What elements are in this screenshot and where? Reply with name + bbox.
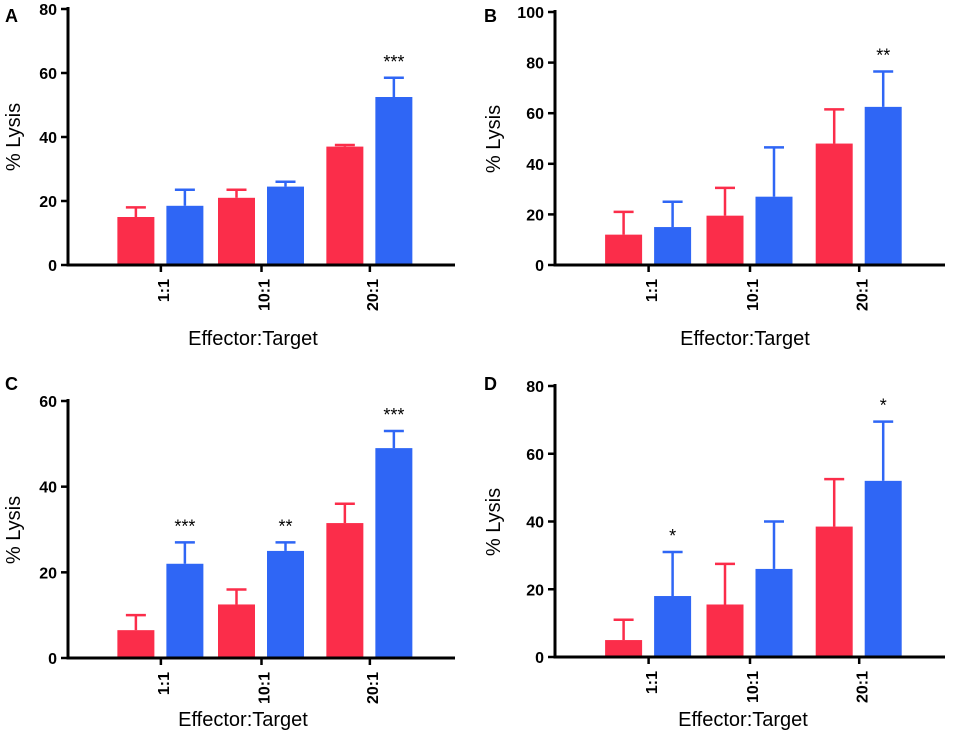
y-tick-label: 20 bbox=[526, 207, 544, 224]
bar-20-1-series-1 bbox=[326, 523, 364, 658]
x-axis-title: Effector:Target bbox=[188, 328, 318, 350]
significance-marker: *** bbox=[383, 52, 404, 72]
x-axis-title: Effector:Target bbox=[178, 709, 308, 731]
y-tick-label: 80 bbox=[526, 56, 544, 73]
y-tick-label: 0 bbox=[535, 258, 544, 275]
x-tick-label: 1:1 bbox=[644, 671, 661, 694]
bar-1-1-series-2 bbox=[166, 563, 204, 658]
x-axis-title: Effector:Target bbox=[678, 709, 808, 731]
bar-10-1-series-1 bbox=[706, 604, 744, 657]
bar-10-1-series-2 bbox=[755, 196, 793, 265]
y-tick-label: 60 bbox=[526, 106, 544, 123]
bar-1-1-series-1 bbox=[605, 640, 643, 657]
y-tick-label: 40 bbox=[526, 515, 544, 532]
y-tick-label: 20 bbox=[39, 194, 57, 211]
bar-1-1-series-1 bbox=[605, 234, 643, 265]
bar-20-1-series-2 bbox=[864, 480, 902, 657]
x-tick-label: 20:1 bbox=[854, 279, 871, 311]
bar-20-1-series-1 bbox=[326, 146, 364, 265]
panel-label: C bbox=[5, 374, 18, 394]
significance-marker: * bbox=[669, 526, 676, 546]
bar-20-1-series-1 bbox=[815, 526, 853, 657]
y-tick-label: 60 bbox=[526, 447, 544, 464]
bar-20-1-series-2 bbox=[375, 97, 413, 265]
chart-panel-a: A 1:1 10:1 *** 20:1 0 20 40 60 80 Effector:Target%… bbox=[3, 2, 455, 350]
panel-label: D bbox=[484, 374, 497, 394]
y-axis-title: % Lysis bbox=[483, 488, 505, 556]
y-tick-label: 0 bbox=[48, 651, 57, 668]
bar-1-1-series-2 bbox=[654, 227, 692, 265]
bar-10-1-series-2 bbox=[267, 550, 304, 658]
y-tick-label: 80 bbox=[526, 379, 544, 396]
y-tick-label: 20 bbox=[526, 582, 544, 599]
bar-20-1-series-2 bbox=[375, 448, 413, 658]
chart-panel-b: B 1:1 10:1 ** 20:1 0 20 40 60 80 100 Effector:Targe… bbox=[483, 5, 945, 350]
x-tick-label: 20:1 bbox=[365, 279, 382, 311]
bar-1-1-series-1 bbox=[117, 217, 155, 265]
bar-10-1-series-1 bbox=[706, 215, 744, 265]
x-tick-label: 1:1 bbox=[156, 672, 173, 695]
bar-20-1-series-2 bbox=[864, 106, 902, 265]
x-tick-label: 10:1 bbox=[257, 279, 274, 311]
significance-marker: ** bbox=[876, 45, 890, 65]
chart-panel-d: D * 1:1 10:1 * 20:1 0 20 40 60 80 Effector:Target % … bbox=[483, 374, 945, 731]
x-tick-label: 20:1 bbox=[854, 671, 871, 703]
y-tick-label: 0 bbox=[535, 650, 544, 667]
x-tick-label: 10:1 bbox=[745, 671, 762, 703]
significance-marker: * bbox=[880, 396, 887, 416]
y-tick-label: 80 bbox=[39, 2, 57, 19]
bar-10-1-series-1 bbox=[218, 197, 255, 265]
x-tick-label: 1:1 bbox=[156, 279, 173, 302]
significance-marker: ** bbox=[278, 516, 292, 536]
y-axis-title: % Lysis bbox=[3, 496, 25, 564]
y-tick-label: 20 bbox=[39, 565, 57, 582]
y-tick-label: 60 bbox=[39, 394, 57, 411]
bar-20-1-series-1 bbox=[815, 143, 853, 265]
bar-1-1-series-1 bbox=[117, 630, 155, 658]
panel-label: B bbox=[484, 6, 497, 26]
y-tick-label: 40 bbox=[39, 130, 57, 147]
y-axis-title: % Lysis bbox=[3, 103, 25, 171]
panel-label: A bbox=[5, 6, 18, 26]
y-axis-title: % Lysis bbox=[483, 105, 505, 173]
x-tick-label: 10:1 bbox=[257, 672, 274, 704]
bar-1-1-series-2 bbox=[166, 205, 204, 265]
y-tick-label: 40 bbox=[526, 157, 544, 174]
bar-10-1-series-1 bbox=[218, 604, 255, 658]
bar-10-1-series-2 bbox=[755, 568, 793, 657]
bar-10-1-series-2 bbox=[267, 186, 304, 265]
x-tick-label: 20:1 bbox=[365, 672, 382, 704]
x-axis-title: Effector:Target bbox=[680, 328, 810, 350]
bar-1-1-series-2 bbox=[654, 596, 692, 657]
y-tick-label: 60 bbox=[39, 66, 57, 83]
y-tick-label: 100 bbox=[517, 5, 544, 22]
significance-marker: *** bbox=[383, 405, 404, 425]
y-tick-label: 0 bbox=[48, 258, 57, 275]
chart-panel-c: C *** 1:1 ** 10:1 *** 20:1 0 20 40 60 Effector:Targ… bbox=[3, 374, 455, 731]
y-tick-label: 40 bbox=[39, 480, 57, 497]
significance-marker: *** bbox=[174, 516, 195, 536]
x-tick-label: 10:1 bbox=[745, 279, 762, 311]
x-tick-label: 1:1 bbox=[644, 279, 661, 302]
